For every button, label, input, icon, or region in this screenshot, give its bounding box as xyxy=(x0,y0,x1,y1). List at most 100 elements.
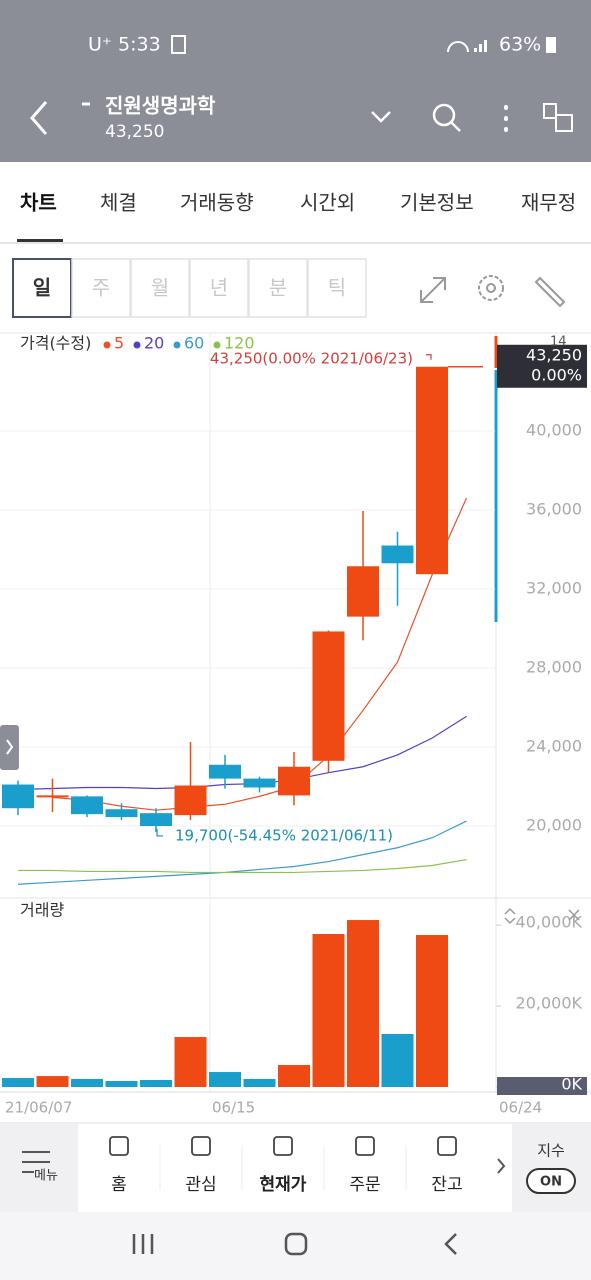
volume-bar xyxy=(312,934,345,1087)
menu-block[interactable] xyxy=(0,1124,78,1212)
fullscreen-button[interactable] xyxy=(420,277,446,303)
index-toggle[interactable] xyxy=(526,1168,576,1194)
y-tick-label: 40,000K xyxy=(516,913,583,932)
nav-more[interactable] xyxy=(497,1158,506,1174)
period-button[interactable] xyxy=(130,258,190,318)
last-price-box xyxy=(497,344,587,388)
nav-icon xyxy=(273,1136,293,1156)
nav-label[interactable]: 주문 xyxy=(349,1175,380,1195)
volume-panel-title: 거래량 xyxy=(20,901,64,920)
period-button[interactable] xyxy=(189,258,249,318)
system-back-button[interactable] xyxy=(444,1233,457,1255)
volume-bar xyxy=(174,1037,207,1087)
period-button[interactable] xyxy=(71,258,131,318)
volume-bar xyxy=(416,935,448,1087)
menu-icon xyxy=(22,1151,50,1173)
min-label: 19,700(-54.45% 2021/06/11) xyxy=(175,826,393,844)
nav-label[interactable]: 홈 xyxy=(111,1175,127,1195)
y-tick-label: 20,000 xyxy=(526,816,582,835)
period-label[interactable]: 주 xyxy=(92,276,110,300)
candle-body xyxy=(2,784,34,809)
y-tick-label: 24,000 xyxy=(526,736,582,755)
period-label[interactable]: 월 xyxy=(151,276,169,300)
corner-label: 14 xyxy=(550,335,567,350)
search-button[interactable] xyxy=(432,103,456,127)
signal-icon xyxy=(474,40,487,52)
nav-icon xyxy=(109,1136,129,1156)
period-label[interactable]: 틱 xyxy=(328,276,346,300)
multi-window-button[interactable] xyxy=(543,103,573,132)
last-change-label: 0.00% xyxy=(531,365,582,384)
home-button[interactable] xyxy=(284,1232,308,1256)
tab[interactable]: 시간외 xyxy=(300,191,355,215)
y-tick-label: 28,000 xyxy=(526,657,582,676)
legend-label: 5 xyxy=(114,334,124,353)
volume-bar xyxy=(347,920,379,1087)
tools-button[interactable] xyxy=(534,276,566,308)
nav-icon xyxy=(191,1136,211,1156)
y-tick-label: 32,000 xyxy=(526,578,582,597)
clipboard-icon xyxy=(171,35,186,54)
tab[interactable]: 거래동향 xyxy=(180,191,254,215)
volume-bar xyxy=(209,1072,241,1087)
period-button[interactable] xyxy=(248,258,308,318)
max-pointer xyxy=(426,354,432,360)
volume-bar xyxy=(36,1076,69,1087)
current-volume-box xyxy=(497,1077,587,1095)
volume-bar xyxy=(140,1079,172,1087)
back-button[interactable] xyxy=(30,101,48,135)
period-button[interactable] xyxy=(307,258,367,318)
period-button[interactable] xyxy=(12,258,72,318)
y-tick-label: 20,000K xyxy=(516,994,583,1013)
y-tick-label: 0K xyxy=(561,1075,582,1094)
menu-label: 메뉴 xyxy=(34,1169,58,1184)
nav-icon xyxy=(355,1136,375,1156)
candle-body xyxy=(174,785,207,816)
recents-button[interactable] xyxy=(132,1234,154,1254)
resize-button[interactable] xyxy=(504,907,516,925)
moving-average-line xyxy=(18,858,467,874)
tab[interactable]: 차트 xyxy=(20,191,57,215)
moving-average-line xyxy=(17,820,467,885)
y-tick-label: 36,000 xyxy=(526,499,582,518)
clock: 5:33 xyxy=(118,34,161,56)
period-label[interactable]: 분 xyxy=(269,276,287,300)
x-tick-label: 06/24 xyxy=(499,1099,542,1117)
dropdown-button[interactable] xyxy=(371,111,391,123)
legend-marker xyxy=(173,341,181,349)
candle-body xyxy=(347,566,379,617)
settings-button[interactable] xyxy=(478,275,504,301)
bottom-nav-bg xyxy=(0,1123,591,1212)
tab[interactable]: 재무정 xyxy=(521,191,576,215)
tab[interactable]: 체결 xyxy=(100,191,137,215)
candle-body xyxy=(416,366,448,575)
index-label: 지수 xyxy=(537,1142,565,1160)
nav-label[interactable]: 관심 xyxy=(185,1175,216,1195)
legend-label: 20 xyxy=(144,334,164,353)
nav-label[interactable]: 잔고 xyxy=(431,1175,462,1195)
wifi-icon xyxy=(447,41,469,53)
nav-label[interactable]: 현재가 xyxy=(260,1175,307,1195)
tab[interactable]: 기본정보 xyxy=(400,191,474,215)
volume-bar xyxy=(243,1078,276,1087)
close-panel-button[interactable] xyxy=(568,909,580,921)
candle-body xyxy=(381,545,414,564)
min-pointer xyxy=(156,828,163,837)
candle-body xyxy=(312,631,345,761)
candle-body xyxy=(71,796,103,815)
side-handle[interactable] xyxy=(0,725,19,770)
legend: 5 20 60 120 xyxy=(103,334,255,353)
period-label[interactable]: 년 xyxy=(210,276,228,300)
volume-bar xyxy=(2,1078,34,1087)
legend-marker xyxy=(133,341,141,349)
candle-body xyxy=(209,764,241,779)
index-toggle-label: ON xyxy=(540,1175,562,1190)
period-label[interactable]: 일 xyxy=(33,276,51,300)
x-tick-label: 21/06/07 xyxy=(5,1099,72,1117)
system-nav xyxy=(0,1212,591,1280)
price-panel-title: 가격(수정) xyxy=(20,334,91,353)
legend-label: 120 xyxy=(224,334,255,353)
